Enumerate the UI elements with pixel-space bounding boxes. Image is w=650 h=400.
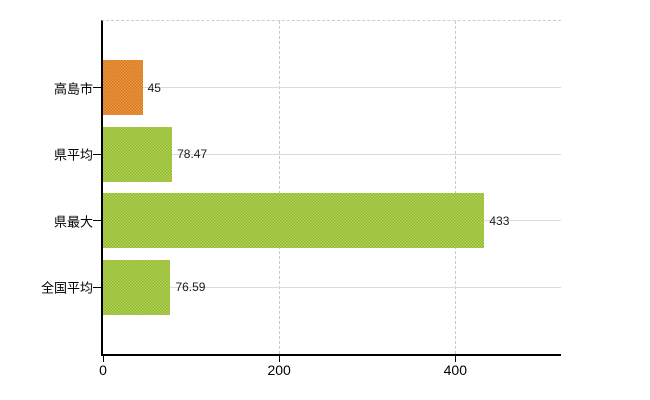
category-label: 高島市 xyxy=(53,81,93,97)
bar-2 xyxy=(103,126,173,182)
bar-value-label: 433 xyxy=(489,213,510,228)
grid-line-vertical xyxy=(278,21,280,354)
bar-4 xyxy=(103,259,171,315)
x-axis-tick-label: 200 xyxy=(267,362,291,378)
grid-line-horizontal xyxy=(103,153,561,155)
x-axis-tick-label: 400 xyxy=(443,362,467,378)
bar-value-label: 45 xyxy=(147,80,161,95)
x-axis-tick xyxy=(454,356,456,362)
x-axis-tick xyxy=(102,356,104,362)
bar-value-label: 78.47 xyxy=(177,147,208,162)
x-axis-tick xyxy=(278,356,280,362)
grid-line-horizontal xyxy=(103,286,561,288)
y-axis-tick xyxy=(93,153,103,155)
bar-3 xyxy=(103,193,485,249)
category-label: 県最大 xyxy=(53,214,93,230)
plot-area: 0 200 400 45 高島市 78.47 県平均 433 県最大 76.59 全国平均 xyxy=(41,20,561,378)
x-axis-tick-label: 0 xyxy=(99,362,107,378)
category-label: 県平均 xyxy=(53,147,93,163)
y-axis-tick xyxy=(93,286,103,288)
y-axis-tick xyxy=(93,87,103,89)
grid-line-vertical xyxy=(454,21,456,354)
bar-value-label: 76.59 xyxy=(175,280,206,295)
category-label: 全国平均 xyxy=(40,280,93,296)
bar-1 xyxy=(103,60,143,116)
grid-line-horizontal xyxy=(103,87,561,89)
y-axis-tick xyxy=(93,220,103,222)
